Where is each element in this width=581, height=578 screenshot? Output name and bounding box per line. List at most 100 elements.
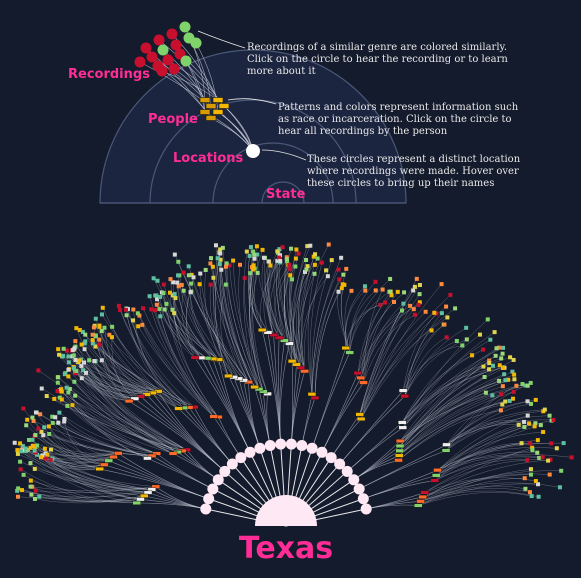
- recording-mark: [254, 244, 259, 249]
- legend-location-circle[interactable]: [246, 144, 260, 158]
- recording-mark: [487, 367, 492, 372]
- recording-mark: [73, 357, 78, 362]
- person-recording-link: [261, 257, 280, 338]
- person-recording-link: [57, 377, 187, 451]
- recording-mark: [18, 467, 23, 472]
- recording-mark: [47, 431, 52, 436]
- person-recording-link: [404, 340, 457, 397]
- person-recording-link: [404, 337, 447, 397]
- person-recording-link: [284, 261, 297, 365]
- recording-mark: [208, 282, 213, 287]
- location-person-link: [301, 397, 316, 446]
- recording-mark: [56, 347, 61, 352]
- person-recording-link: [298, 271, 306, 372]
- person-mark: [310, 395, 320, 400]
- legend-recording-dot: [168, 63, 180, 75]
- person-recording-link: [219, 264, 255, 388]
- recording-mark: [453, 306, 458, 311]
- person-recording-link: [159, 308, 214, 417]
- recording-mark: [248, 245, 253, 250]
- person-recording-link: [434, 458, 549, 481]
- recording-mark: [276, 255, 281, 260]
- person-recording-link: [290, 245, 311, 362]
- recording-mark: [516, 422, 521, 427]
- recording-mark: [18, 459, 23, 464]
- recording-mark: [223, 264, 228, 269]
- location-circle: [348, 474, 360, 486]
- person-mark: [395, 453, 404, 458]
- person-recording-link: [48, 426, 105, 465]
- recording-mark: [99, 358, 104, 363]
- person-mark: [359, 380, 368, 385]
- legend-link: [195, 42, 219, 113]
- recording-mark: [197, 282, 202, 287]
- recording-mark: [305, 244, 310, 249]
- recording-mark: [255, 252, 260, 257]
- person-recording-link: [45, 458, 152, 490]
- recording-mark: [210, 264, 215, 269]
- location-circle: [296, 440, 308, 452]
- person-recording-link: [52, 416, 153, 457]
- recording-mark: [395, 289, 400, 294]
- recording-mark: [64, 385, 69, 390]
- person-recording-link: [49, 433, 153, 457]
- recording-mark: [83, 339, 88, 344]
- person-recording-link: [220, 269, 244, 381]
- recording-mark: [329, 258, 334, 263]
- person-recording-link: [59, 412, 157, 454]
- person-recording-link: [349, 278, 391, 353]
- recording-mark: [538, 423, 543, 428]
- person-mark: [124, 399, 134, 404]
- person-recording-link: [349, 291, 390, 353]
- person-recording-link: [172, 295, 219, 360]
- recording-mark: [541, 429, 546, 434]
- recording-mark: [215, 256, 220, 261]
- recording-mark: [16, 486, 21, 491]
- recording-mark: [510, 369, 515, 374]
- person-recording-link: [289, 275, 305, 372]
- person-recording-link: [402, 339, 491, 423]
- recording-mark: [536, 482, 541, 487]
- person-mark: [431, 473, 441, 478]
- recording-mark: [65, 403, 70, 408]
- recording-mark: [490, 393, 495, 398]
- location-person-link: [291, 361, 294, 445]
- legend-recording-dot: [153, 34, 165, 46]
- person-recording-link: [276, 262, 290, 344]
- recording-mark: [530, 445, 535, 450]
- person-recording-link: [399, 374, 505, 447]
- location-person-link: [113, 456, 209, 500]
- recording-mark: [42, 425, 47, 430]
- person-mark: [414, 503, 423, 508]
- recording-mark: [15, 488, 20, 493]
- person-recording-link: [161, 292, 219, 418]
- recording-mark: [522, 419, 527, 424]
- person-recording-link: [85, 341, 159, 392]
- recording-mark: [492, 330, 497, 335]
- person-mark: [104, 458, 114, 463]
- person-recording-link: [50, 449, 114, 460]
- recording-mark: [56, 375, 61, 380]
- person-recording-link: [345, 304, 381, 349]
- location-person-link: [321, 377, 362, 453]
- state-semicircle[interactable]: [255, 495, 317, 526]
- recording-mark: [79, 376, 84, 381]
- person-mark: [254, 387, 264, 392]
- recording-mark: [454, 338, 459, 343]
- person-recording-link: [59, 390, 178, 453]
- person-recording-link: [360, 308, 456, 420]
- person-recording-link: [186, 292, 202, 358]
- person-recording-link: [301, 256, 314, 372]
- person-mark: [416, 499, 425, 504]
- legend-people-marks: [199, 97, 230, 121]
- recording-mark: [35, 443, 40, 448]
- person-recording-link: [359, 317, 448, 415]
- person-recording-link: [434, 439, 538, 481]
- person-recording-link: [109, 334, 184, 409]
- person-recording-link: [399, 379, 506, 442]
- person-recording-link: [64, 373, 183, 452]
- person-recording-link: [75, 395, 178, 453]
- person-recording-link: [173, 313, 219, 418]
- recording-mark: [507, 398, 512, 403]
- person-recording-link: [303, 270, 327, 372]
